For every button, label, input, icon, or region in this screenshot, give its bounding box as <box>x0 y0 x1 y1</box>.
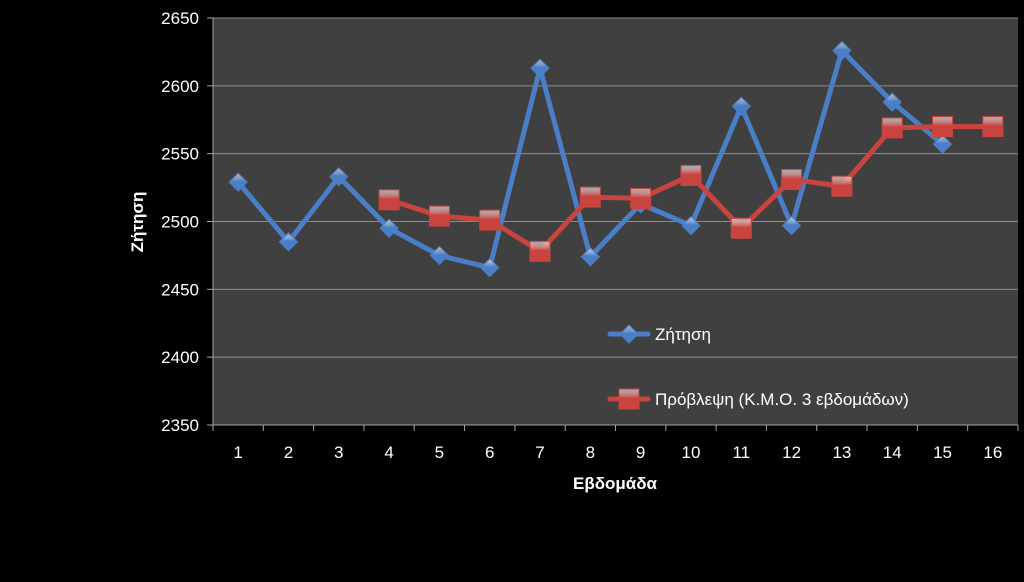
series-2-point <box>479 209 501 231</box>
series-1 <box>228 40 953 278</box>
x-tick-label: 3 <box>334 443 343 462</box>
x-tick-label: 16 <box>983 443 1002 462</box>
series-2-point <box>730 217 752 239</box>
x-tick-label: 5 <box>435 443 444 462</box>
series-1-point <box>580 247 601 267</box>
series-2-point <box>881 117 903 139</box>
series-1-point <box>530 58 550 78</box>
x-tick-label: 1 <box>233 443 242 462</box>
x-tick-label: 7 <box>535 443 544 462</box>
x-tick-label: 2 <box>284 443 293 462</box>
legend: Ζήτηση Πρόβλεψη (Κ.Μ.Ο. 3 εβδομάδων) <box>607 324 909 410</box>
y-tick-label: 2500 <box>161 213 199 232</box>
series-1-point <box>379 218 399 238</box>
x-tick-label: 6 <box>485 443 494 462</box>
series-group <box>228 40 1004 278</box>
series-2-point <box>579 186 601 208</box>
legend-label-1: Ζήτηση <box>655 325 711 344</box>
gridlines <box>213 17 1018 358</box>
series-1-point <box>480 257 500 278</box>
y-tick-label: 2400 <box>161 348 199 367</box>
x-tick-label: 14 <box>883 443 902 462</box>
series-1-point <box>932 134 953 154</box>
series-2-point <box>781 168 803 190</box>
x-axis-title: Εβδομάδα <box>573 474 658 493</box>
series-1-point <box>781 215 802 236</box>
series-2-point <box>428 205 450 227</box>
x-tick-labels: 1 2 3 4 5 6 7 8 9 10 11 12 13 14 15 16 <box>233 443 1002 462</box>
x-tick-label: 13 <box>832 443 851 462</box>
series-1-point <box>278 232 299 252</box>
y-tick-label: 2650 <box>161 9 199 28</box>
series-1-point <box>681 215 701 236</box>
y-tick-label: 2550 <box>161 145 199 164</box>
legend-label-2: Πρόβλεψη (Κ.Μ.Ο. 3 εβδομάδων) <box>655 390 909 409</box>
series-1-point <box>429 245 450 266</box>
y-tick-label: 2350 <box>161 416 199 435</box>
axes <box>207 17 1019 431</box>
legend-marker-2 <box>618 388 640 410</box>
x-tick-label: 8 <box>586 443 595 462</box>
series-1-point <box>731 96 751 116</box>
x-tick-label: 11 <box>732 443 750 462</box>
x-tick-label: 4 <box>384 443 393 462</box>
x-tick-label: 12 <box>782 443 801 462</box>
series-2-point <box>831 175 853 197</box>
series-2 <box>378 116 1004 262</box>
series-1-point <box>228 172 248 192</box>
x-tick-label: 15 <box>933 443 952 462</box>
series-2-point <box>680 164 702 186</box>
series-2-point <box>630 187 652 209</box>
series-1-point <box>832 40 852 61</box>
y-tick-label: 2600 <box>161 77 199 96</box>
series-1-point <box>882 92 902 112</box>
legend-marker-1 <box>619 324 639 344</box>
y-tick-labels: 2350 2400 2450 2500 2550 2600 2650 <box>161 9 199 435</box>
x-tick-label: 10 <box>682 443 701 462</box>
y-axis-title: Ζήτηση <box>128 192 147 253</box>
series-1-point <box>329 167 349 187</box>
series-2-point <box>932 116 954 138</box>
x-tick-label: 9 <box>636 443 645 462</box>
series-2-point <box>982 116 1004 138</box>
y-tick-label: 2450 <box>161 280 199 299</box>
series-2-point <box>378 189 400 211</box>
series-2-point <box>529 240 551 262</box>
